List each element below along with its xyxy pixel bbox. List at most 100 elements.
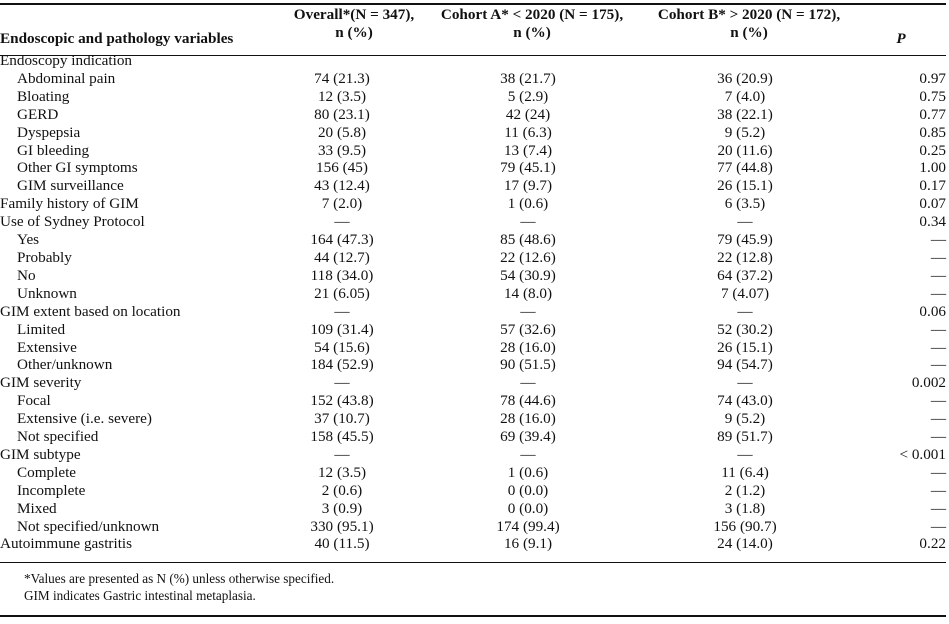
row-label: No [17, 266, 36, 284]
cell-cohort-a: 22 (12.6) [500, 248, 556, 266]
cell-cohort-b: — [737, 302, 753, 320]
table-row: GERD 80 (23.1) 42 (24) 38 (22.1) 0.77 [0, 106, 946, 124]
table-row: Other GI symptoms 156 (45) 79 (45.1) 77 (44… [0, 159, 946, 177]
cell-cohort-b: 74 (43.0) [717, 392, 773, 410]
cell-overall: 7 (2.0) [321, 195, 363, 213]
header-overall-line2: n (%) [335, 24, 373, 41]
footnote-values: *Values are presented as N (%) unless ot… [24, 571, 335, 586]
cell-cohort-b: 64 (37.2) [717, 266, 773, 284]
results-table: Endoscopic and pathology variables Overa… [0, 6, 946, 553]
row-label: GIM surveillance [17, 177, 124, 195]
cell-cohort-a: 1 (0.6) [507, 195, 549, 213]
row-label: Use of Sydney Protocol [0, 213, 145, 231]
cell-p-value: < 0.001 [899, 445, 946, 463]
cell-overall: — [334, 302, 350, 320]
cell-p-value: 0.17 [919, 177, 946, 195]
cell-cohort-b: 89 (51.7) [717, 428, 773, 446]
cell-cohort-a: 42 (24) [505, 105, 551, 123]
row-label: Limited [17, 320, 66, 338]
cell-p-value: — [930, 392, 946, 410]
cell-overall: 118 (34.0) [310, 266, 374, 284]
cell-cohort-a: 11 (6.3) [504, 123, 552, 141]
cell-cohort-b: 79 (45.9) [717, 231, 773, 249]
table-row: Limited 109 (31.4) 57 (32.6) 52 (30.2) — [0, 321, 946, 339]
table-row: Family history of GIM 7 (2.0) 1 (0.6) 6 (3.… [0, 195, 946, 213]
row-label: Not specified [17, 428, 99, 446]
cell-p-value: — [930, 517, 946, 535]
row-label: Complete [17, 463, 77, 481]
cell-p-value: 0.97 [919, 69, 946, 87]
cell-cohort-a: 28 (16.0) [500, 410, 556, 428]
cell-overall: 152 (43.8) [310, 392, 374, 410]
row-label: GIM severity [0, 374, 82, 392]
cell-cohort-a: — [520, 445, 536, 463]
cell-overall: 3 (0.9) [321, 499, 363, 517]
row-label: Mixed [17, 499, 57, 517]
header-cohort-a: Cohort A* < 2020 (N = 175), n (%) [422, 6, 634, 52]
cell-p-value: — [930, 248, 946, 266]
row-label: Probably [17, 248, 72, 266]
header-cohort-b: Cohort B* > 2020 (N = 172), n (%) [634, 6, 856, 52]
cell-overall: 2 (0.6) [321, 481, 363, 499]
table-row: Yes 164 (47.3) 85 (48.6) 79 (45.9) — [0, 231, 946, 249]
header-p: P [896, 30, 906, 47]
cell-p-value: 0.34 [919, 213, 946, 231]
header-cohort-a-line1: Cohort A* < 2020 (N = 175), [440, 6, 624, 23]
cell-cohort-a: 54 (30.9) [500, 266, 556, 284]
cell-cohort-b: 26 (15.1) [717, 338, 773, 356]
table-row: Extensive (i.e. severe) 37 (10.7) 28 (16.0… [0, 410, 946, 428]
cell-cohort-a: 69 (39.4) [500, 428, 556, 446]
table-row: Use of Sydney Protocol — — — 0.34 [0, 213, 946, 231]
cell-overall: 44 (12.7) [314, 248, 370, 266]
cell-cohort-a: — [520, 374, 536, 392]
cell-overall: 20 (5.8) [317, 123, 367, 141]
row-label: GIM subtype [0, 445, 81, 463]
cell-cohort-a: 79 (45.1) [500, 159, 556, 177]
cell-cohort-b: 3 (1.8) [724, 499, 766, 517]
cell-cohort-a: 28 (16.0) [500, 338, 556, 356]
cell-p-value: 0.07 [919, 195, 946, 213]
cell-cohort-a: 17 (9.7) [503, 177, 553, 195]
cell-cohort-b: 7 (4.07) [720, 284, 770, 302]
header-overall-line1: Overall*(N = 347), [293, 6, 415, 23]
header-cohort-b-line1: Cohort B* > 2020 (N = 172), [657, 6, 841, 23]
cell-overall: 37 (10.7) [314, 410, 370, 428]
cell-p-value: — [930, 320, 946, 338]
cell-cohort-b: — [737, 445, 753, 463]
cell-p-value: 0.06 [919, 302, 946, 320]
row-label: Extensive (i.e. severe) [17, 410, 152, 428]
table-row: Abdominal pain 74 (21.3) 38 (21.7) 36 (20.9… [0, 70, 946, 88]
cell-cohort-a [422, 52, 634, 70]
cell-cohort-a: 174 (99.4) [496, 517, 560, 535]
cell-cohort-a: 38 (21.7) [500, 69, 556, 87]
table-row: Not specified 158 (45.5) 69 (39.4) 89 (51.7… [0, 428, 946, 446]
cell-cohort-a: 5 (2.9) [507, 87, 549, 105]
cell-cohort-a: 0 (0.0) [507, 499, 549, 517]
cell-cohort-b: 52 (30.2) [717, 320, 773, 338]
cell-cohort-a: 0 (0.0) [507, 481, 549, 499]
cell-cohort-b: 6 (3.5) [724, 195, 766, 213]
cell-overall [262, 52, 422, 70]
cell-p-value: 1.00 [919, 159, 946, 177]
cell-p-value: — [930, 410, 946, 428]
cell-overall: 109 (31.4) [310, 320, 374, 338]
table-row: Endoscopy indication [0, 52, 946, 70]
table-row: Mixed 3 (0.9) 0 (0.0) 3 (1.8) — [0, 500, 946, 518]
table-row: Other/unknown 184 (52.9) 90 (51.5) 94 (54.7… [0, 356, 946, 374]
cell-cohort-a: — [520, 213, 536, 231]
cell-overall: 21 (6.05) [314, 284, 370, 302]
table-row: GIM subtype — — — < 0.001 [0, 446, 946, 464]
row-label: Extensive [17, 338, 77, 356]
row-label: Abdominal pain [17, 69, 116, 87]
table-row: Unknown 21 (6.05) 14 (8.0) 7 (4.07) — [0, 285, 946, 303]
cell-cohort-b: 20 (11.6) [717, 141, 773, 159]
row-label: Dyspepsia [17, 123, 81, 141]
cell-p-value: — [930, 481, 946, 499]
header-overall: Overall*(N = 347), n (%) [262, 6, 422, 52]
cell-p-value: 0.002 [911, 374, 946, 392]
row-label: Yes [17, 231, 40, 249]
header-variable: Endoscopic and pathology variables [0, 30, 234, 47]
table-row: Probably 44 (12.7) 22 (12.6) 22 (12.8) — [0, 249, 946, 267]
cell-cohort-a: 14 (8.0) [503, 284, 553, 302]
row-label: Incomplete [17, 481, 86, 499]
